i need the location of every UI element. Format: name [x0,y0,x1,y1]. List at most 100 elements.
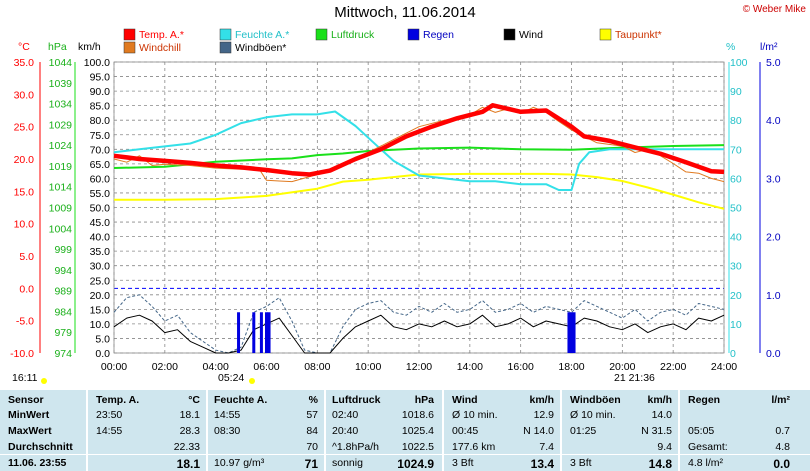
legend-swatch [315,28,328,41]
hum-value: 70 [306,441,318,453]
wind-tick: 10.0 [90,319,111,331]
gust-value: 14.0 [651,409,672,421]
left-time-label: 16:11 [12,372,38,384]
wind-tick: 80.0 [90,115,111,127]
press-value: 1024.9 [397,457,434,471]
wind-tick: 40.0 [90,232,111,244]
pressure-tick: 984 [54,306,72,318]
legend-swatch [219,41,232,54]
pressure-tick: 994 [54,265,72,277]
wind-tick: 30.0 [90,261,111,273]
weather-chart: °C hPa km/h% l/m² 35.0 30.0 25.0 20.0 15.0 10.0 5.… [10,28,781,384]
hum-label: 08:30 [214,425,241,437]
table-separator [206,390,208,471]
rain-unit: l/m² [771,394,790,406]
legend-swatch [123,41,136,54]
humidity-tick: 90 [730,86,742,98]
pressure-tick: 1029 [49,119,73,131]
press-value: 1022.5 [401,441,434,453]
hum-value: 57 [306,409,318,421]
legend-swatch [219,28,232,41]
temp-tick: 5.0 [19,251,34,263]
gust-value: 9.4 [657,441,672,453]
hum-value: 84 [306,425,318,437]
press-value: 1025.4 [401,425,434,437]
wind-tick: 35.0 [90,246,111,258]
legend-swatch [503,28,516,41]
legend-entry: Wind [519,29,543,41]
sensor-head: Sensor [8,394,44,406]
rain-bar [567,312,571,353]
legend-entry: Regen [423,29,454,41]
humidity-tick: 0 [730,348,736,360]
gust-label: 3 Bft [570,457,592,469]
temp-unit: °C [188,394,200,406]
rain-bar [572,312,576,353]
temp-axis-label: °C [18,41,30,53]
wind-tick: 55.0 [90,188,111,200]
pressure-axis-label: hPa [48,41,67,53]
x-tick: 00:00 [101,361,127,373]
temp-head: Temp. A. [96,394,140,406]
wind-tick: 100.0 [84,57,110,69]
rain-tick: 5.0 [766,57,781,69]
press-unit: hPa [414,394,434,406]
wind-tick: 15.0 [90,304,111,316]
x-tick: 10:00 [355,361,381,373]
press-head: Luftdruck [332,394,381,406]
series-feuchtea [113,110,724,191]
rain-tick: 3.0 [766,173,781,185]
legend-swatch [123,28,136,41]
wind-value: 13.4 [530,457,554,471]
wind-tick: 85.0 [90,101,111,113]
temp-tick: 20.0 [14,154,35,166]
gust-head: Windböen [570,394,621,406]
temp-tick: 15.0 [14,186,35,198]
wind-value: 12.9 [533,409,554,421]
series-tempa [113,103,725,177]
right-time-label: 21 21:36 [614,372,655,384]
rain-value: 0.0 [773,457,790,471]
temp-value: 28.3 [179,425,200,437]
temp-value: 18.1 [179,409,200,421]
sensor-row: 11.06. 23:55 [8,457,67,469]
x-tick: 24:00 [711,361,737,373]
x-tick: 12:00 [406,361,432,373]
rain-axis-label: l/m² [760,41,778,53]
hum-head: Feuchte A. [214,394,268,406]
gust-unit: km/h [647,394,672,406]
humidity-tick: 30 [730,261,742,273]
pressure-tick: 999 [54,244,72,256]
humidity-tick: 70 [730,144,742,156]
humidity-tick: 60 [730,173,742,185]
x-tick: 08:00 [304,361,330,373]
rain-head: Regen [688,394,721,406]
wind-label: 177.6 km [452,441,496,453]
wind-tick: 0.0 [95,348,110,360]
table-separator [86,390,88,471]
legend-entry: Windchill [139,42,181,54]
pressure-tick: 1034 [49,99,73,111]
wind-tick: 25.0 [90,275,111,287]
humidity-tick: 20 [730,290,742,302]
pressure-tick: 979 [54,327,72,339]
table-separator [442,390,444,471]
wind-tick: 65.0 [90,159,111,171]
sensor-row: MinWert [8,409,50,421]
wind-label: 3 Bft [452,457,474,469]
hum-value: 71 [304,457,318,471]
x-tick: 04:00 [203,361,229,373]
rain-bar [237,312,241,353]
humidity-tick: 40 [730,232,742,244]
rain-value: 4.8 [775,441,790,453]
rain-bar [570,312,573,353]
legend-entry: Temp. A.* [139,29,184,41]
temp-tick: 35.0 [14,57,35,69]
wind-unit: km/h [529,394,554,406]
stats-table: Sensor MinWert MaxWert Durchschnitt 11.06. 2… [0,390,810,471]
wind-axis-label: km/h [78,41,101,53]
x-tick: 02:00 [152,361,178,373]
legend-swatch [599,28,612,41]
wind-tick: 20.0 [90,290,111,302]
sun-dot [249,378,255,384]
